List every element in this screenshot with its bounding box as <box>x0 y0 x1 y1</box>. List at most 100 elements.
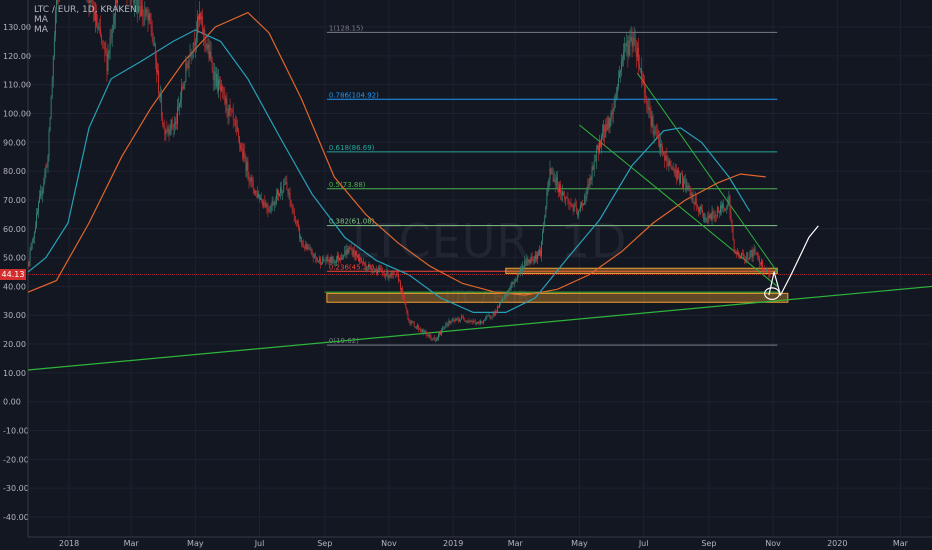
plot-area: 1(128.15) 0.786(104.92) 0.618(86.69) 0.5(73… <box>28 0 932 371</box>
candle-body <box>744 258 746 260</box>
candle-body <box>293 210 295 222</box>
candle-body <box>549 168 551 180</box>
candle-body <box>303 244 305 247</box>
candle-body <box>584 195 586 205</box>
candle-body <box>243 151 245 158</box>
candle-body <box>507 293 509 295</box>
candle-body <box>580 205 581 210</box>
candle-body <box>610 112 612 118</box>
candle-body <box>439 332 440 335</box>
candle-body <box>522 266 524 272</box>
candle-body <box>198 16 199 20</box>
candle-body <box>209 51 211 59</box>
candle-body <box>379 268 380 270</box>
candle-body <box>346 248 348 256</box>
candle-body <box>502 298 504 301</box>
candle-body <box>94 12 96 21</box>
candle-body <box>170 119 172 132</box>
candle-body <box>479 322 480 324</box>
candle-body <box>288 193 290 194</box>
candle-body <box>448 320 450 326</box>
candle-body <box>113 16 115 25</box>
candle-body <box>657 135 659 140</box>
candle-body <box>269 210 271 212</box>
candle-body <box>174 122 176 124</box>
y-tick-label: 20.00 <box>3 340 26 349</box>
candle-body <box>312 255 314 258</box>
candle-body <box>426 333 428 336</box>
candle-body <box>527 258 529 263</box>
candle-body <box>702 210 703 213</box>
candle-body <box>406 308 408 313</box>
candle-body <box>391 272 393 275</box>
candle-body <box>736 252 738 254</box>
candle-body <box>354 250 356 257</box>
candle-body <box>730 213 732 220</box>
fib-label: 1(128.15) <box>329 24 364 32</box>
candle-body <box>343 254 345 258</box>
candle-body <box>451 319 453 322</box>
candle-body <box>139 6 140 10</box>
candle-body <box>538 253 539 255</box>
candle-body <box>665 155 667 161</box>
indicator-ma-2[interactable]: MA <box>34 25 48 35</box>
candle-body <box>547 185 549 193</box>
x-tick-label: 2018 <box>59 539 79 548</box>
candle-body <box>204 29 206 40</box>
candle-body <box>338 255 339 260</box>
candle-body <box>669 160 671 165</box>
candle-body <box>154 43 156 60</box>
candle-body <box>579 209 580 211</box>
candle-body <box>99 26 100 28</box>
candle-body <box>623 51 625 59</box>
candle-body <box>348 247 350 253</box>
candle-body <box>410 322 412 324</box>
candle-body <box>339 257 340 260</box>
candle-body <box>510 284 512 289</box>
candle-body <box>766 268 768 272</box>
candle-body <box>155 59 157 72</box>
candle-body <box>331 256 333 264</box>
candle-body <box>453 319 455 322</box>
candle-body <box>688 186 690 188</box>
candle-body <box>279 193 280 196</box>
candle-body <box>473 321 475 322</box>
candle-body <box>166 130 168 132</box>
candle-body <box>555 177 557 185</box>
candle-body <box>707 215 709 222</box>
candle-body <box>215 73 217 87</box>
candle-body <box>184 81 186 86</box>
candle-body <box>292 209 294 211</box>
candle-body <box>352 249 354 256</box>
candle-body <box>106 53 108 72</box>
candle-body <box>383 272 385 274</box>
candle-body <box>443 328 445 329</box>
candle-body <box>683 179 685 188</box>
candle-body <box>370 265 372 270</box>
candle-body <box>637 48 639 65</box>
candle-body <box>341 257 343 260</box>
candle-body <box>413 323 415 328</box>
candle-body <box>245 159 247 171</box>
candle-body <box>722 203 723 209</box>
candle-body <box>362 261 364 264</box>
candle-body <box>40 191 42 197</box>
candle-body <box>564 195 566 200</box>
candle-body <box>162 116 164 125</box>
candle-body <box>560 184 561 194</box>
candle-body <box>679 174 680 183</box>
indicator-ma-1[interactable]: MA <box>34 15 48 25</box>
candle-body <box>306 243 308 249</box>
candle-body <box>475 323 477 325</box>
candle-body <box>614 98 616 101</box>
symbol-title[interactable]: LTC / EUR, 1D, KRAKEN <box>34 5 137 15</box>
candle-body <box>728 195 730 203</box>
candle-body <box>463 317 465 320</box>
candle-body <box>689 186 691 190</box>
candle-body <box>237 126 238 132</box>
candle-body <box>740 256 741 259</box>
fib-label: 0.236(45.25) <box>329 263 375 271</box>
candle-body <box>759 257 760 264</box>
candle-body <box>476 321 478 324</box>
